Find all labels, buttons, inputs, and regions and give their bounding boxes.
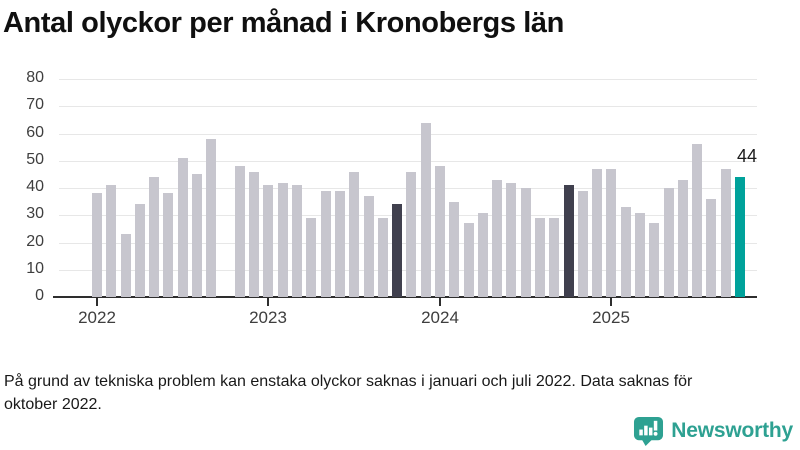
bar-2024-10 xyxy=(564,185,574,297)
gridline xyxy=(59,161,757,162)
bar-2023-03 xyxy=(292,185,302,297)
gridline xyxy=(59,106,757,107)
gridline xyxy=(59,134,757,135)
bar-2024-07 xyxy=(521,188,531,297)
bar-2024-01 xyxy=(435,166,445,297)
bar-2024-05 xyxy=(492,180,502,297)
bar-2022-07 xyxy=(178,158,188,297)
footnote: På grund av tekniska problem kan enstaka… xyxy=(4,370,692,416)
bar-2024-09 xyxy=(549,218,559,297)
x-axis-tick xyxy=(267,298,269,306)
bar-2023-01 xyxy=(263,185,273,297)
y-axis-label: 10 xyxy=(26,260,44,277)
y-axis-label: 60 xyxy=(26,124,44,141)
y-axis-label: 20 xyxy=(26,233,44,250)
y-axis-label: 0 xyxy=(35,287,44,304)
bar-2022-11 xyxy=(235,166,245,297)
bar-2023-12 xyxy=(421,123,431,297)
bar-2023-06 xyxy=(335,191,345,297)
y-axis-label: 50 xyxy=(26,151,44,168)
bar-2024-08 xyxy=(535,218,545,297)
y-axis-label: 40 xyxy=(26,178,44,195)
bar-2025-03 xyxy=(635,213,645,297)
bar-2025-10 xyxy=(735,177,745,297)
bar-2023-02 xyxy=(278,183,288,297)
bar-2024-03 xyxy=(464,223,474,297)
bar-2023-08 xyxy=(364,196,374,297)
bar-2024-12 xyxy=(592,169,602,297)
bar-2025-02 xyxy=(621,207,631,297)
bar-2022-03 xyxy=(121,234,131,297)
gridline xyxy=(53,296,757,298)
gridline xyxy=(59,79,757,80)
bar-2023-09 xyxy=(378,218,388,297)
y-axis-label: 80 xyxy=(26,69,44,86)
bar-2023-10 xyxy=(392,204,402,297)
y-axis-label: 70 xyxy=(26,96,44,113)
x-axis-tick xyxy=(439,298,441,306)
newsworthy-wordmark: Newsworthy xyxy=(671,419,793,442)
bar-2022-08 xyxy=(192,174,202,297)
accent-bar-value-label: 44 xyxy=(736,146,758,166)
bar-2022-01 xyxy=(92,193,102,297)
newsworthy-logo: Newsworthy xyxy=(633,416,793,446)
bar-2023-05 xyxy=(321,191,331,297)
bar-2023-11 xyxy=(406,172,416,297)
bar-2025-05 xyxy=(664,188,674,297)
bar-2022-06 xyxy=(163,193,173,297)
chart-title: Antal olyckor per månad i Kronobergs län xyxy=(3,7,564,39)
bar-2025-01 xyxy=(606,169,616,297)
footnote-line: På grund av tekniska problem kan enstaka… xyxy=(4,373,693,390)
bar-2025-07 xyxy=(692,144,702,297)
x-axis-tick xyxy=(610,298,612,306)
x-axis-tick xyxy=(96,298,98,306)
newsworthy-icon xyxy=(634,416,664,446)
bar-2022-05 xyxy=(149,177,159,297)
footnote-line: oktober 2022. xyxy=(4,396,102,413)
bar-2025-09 xyxy=(721,169,731,297)
bar-2025-04 xyxy=(649,223,659,297)
bar-2022-02 xyxy=(106,185,116,297)
bar-2023-07 xyxy=(349,172,359,297)
bar-2024-06 xyxy=(506,183,516,297)
bar-2024-02 xyxy=(449,202,459,297)
x-axis-label-2023: 2023 xyxy=(249,308,287,327)
bar-2022-04 xyxy=(135,204,145,297)
bar-2023-04 xyxy=(306,218,316,297)
bar-2024-11 xyxy=(578,191,588,297)
bar-2025-06 xyxy=(678,180,688,297)
y-axis-label: 30 xyxy=(26,205,44,222)
bar-2022-12 xyxy=(249,172,259,297)
x-axis-label-2025: 2025 xyxy=(592,308,630,327)
bar-2022-09 xyxy=(206,139,216,297)
bar-chart: 0 10 20 30 40 50 60 70 80 2022 2023 2024 2025 44 xyxy=(26,69,758,327)
bar-2025-08 xyxy=(706,199,716,297)
x-axis-label-2022: 2022 xyxy=(78,308,116,327)
bar-2024-04 xyxy=(478,213,488,297)
x-axis-label-2024: 2024 xyxy=(421,308,459,327)
